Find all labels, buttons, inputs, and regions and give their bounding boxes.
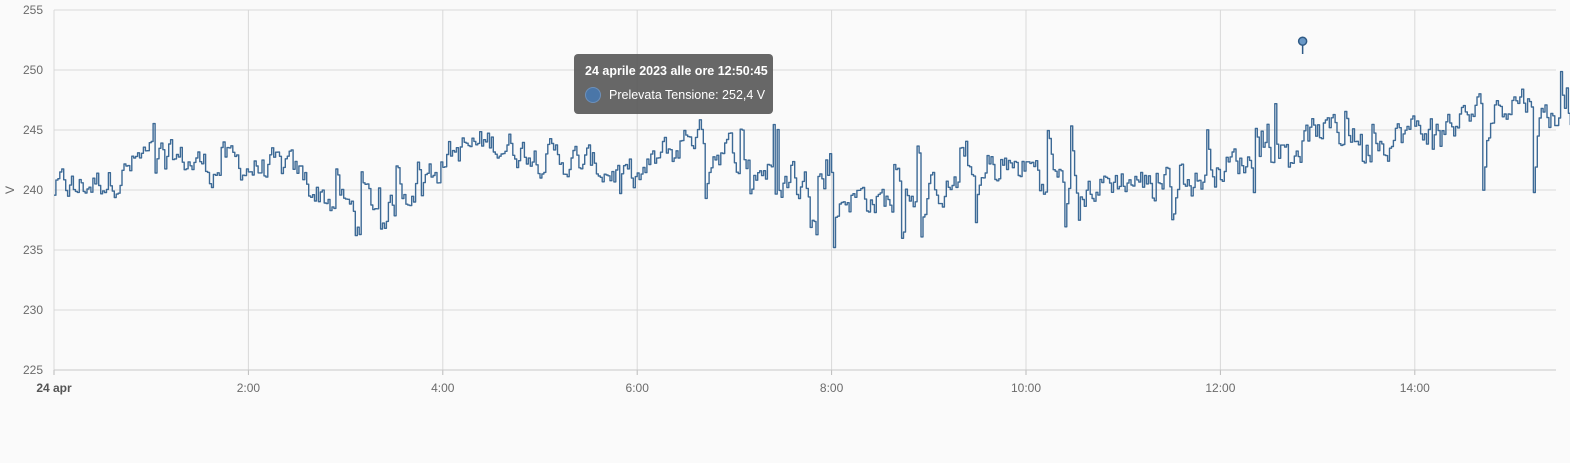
x-tick-label: 12:00 — [1205, 381, 1235, 395]
x-axis-ticks: 24 apr2:004:006:008:0010:0012:0014:0016:… — [36, 381, 1430, 395]
hover-marker — [1297, 36, 1308, 54]
series-line-group — [54, 70, 1570, 249]
x-tick-label: 14:00 — [1400, 381, 1430, 395]
y-tick-label: 230 — [23, 303, 43, 317]
x-tick-label: 4:00 — [431, 381, 455, 395]
x-tick-label: 10:00 — [1011, 381, 1041, 395]
y-axis-label: V — [3, 186, 17, 194]
y-tick-label: 225 — [23, 363, 43, 377]
y-tick-label: 245 — [23, 123, 43, 137]
y-tick-label: 240 — [23, 183, 43, 197]
y-tick-label: 250 — [23, 63, 43, 77]
x-tick-label: 24 apr — [36, 381, 72, 395]
y-tick-label: 235 — [23, 243, 43, 257]
x-tick-label: 6:00 — [626, 381, 650, 395]
tooltip-value: Prelevata Tensione: 252,4 V — [609, 88, 766, 102]
hover-point — [1297, 36, 1308, 46]
x-tick-label: 2:00 — [237, 381, 261, 395]
grid-lines — [53, 9, 1556, 375]
x-tick-label: 8:00 — [820, 381, 844, 395]
series-line — [54, 70, 1570, 249]
tooltip: 24 aprile 2023 alle ore 12:50:45 Preleva… — [574, 54, 773, 114]
series-color-dot — [585, 87, 601, 103]
tooltip-row: Prelevata Tensione: 252,4 V — [585, 87, 766, 103]
y-axis-ticks: 225 230 235 240 245 250 255 — [23, 3, 43, 377]
y-tick-label: 255 — [23, 3, 43, 17]
tooltip-title: 24 aprile 2023 alle ore 12:50:45 — [585, 64, 768, 78]
